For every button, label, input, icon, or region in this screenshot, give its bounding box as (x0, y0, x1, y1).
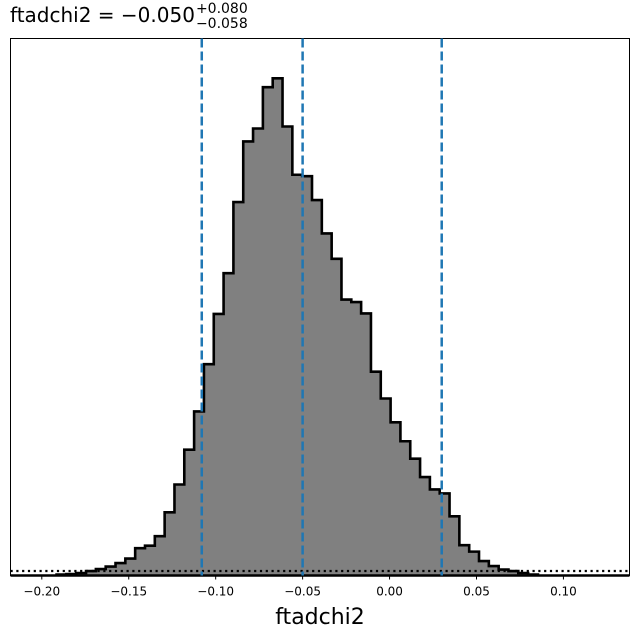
x-tick-label: −0.15 (110, 585, 147, 599)
x-tick-label: −0.20 (23, 585, 60, 599)
histogram-bar (508, 571, 519, 576)
histogram-outline (55, 76, 540, 576)
histogram-bar (115, 563, 126, 576)
histogram-bar (341, 299, 352, 576)
histogram-bar (272, 78, 283, 576)
histogram-bar (282, 126, 293, 576)
title-upper-error: +0.080 (196, 1, 248, 17)
histogram-bar (479, 561, 490, 576)
histogram-bar (370, 371, 382, 576)
x-tick-label: −0.10 (197, 585, 234, 599)
histogram-bar (469, 551, 480, 576)
x-tick-label: 0.10 (550, 585, 577, 599)
histogram-bar (233, 202, 244, 576)
histogram-bar (223, 273, 234, 576)
histogram-bar (262, 87, 274, 576)
histogram-bar (253, 128, 264, 576)
x-axis-label: ftadchi2 (275, 605, 365, 630)
histogram-bar (174, 484, 185, 576)
histogram-bar (420, 477, 431, 576)
histogram-bar (312, 200, 323, 576)
histogram-bar (292, 174, 303, 576)
histogram-bar (390, 422, 401, 576)
histogram-bar (321, 233, 333, 576)
histogram-bar (164, 512, 175, 576)
histogram-bar (429, 489, 441, 576)
histogram (10, 76, 630, 577)
histogram-bar (184, 449, 195, 576)
title-lower-error: −0.058 (196, 16, 248, 32)
histogram-bar (302, 176, 313, 576)
histogram-bar (154, 536, 166, 576)
histogram-bar (135, 548, 146, 576)
histogram-bar (95, 569, 107, 576)
histogram-bar (243, 141, 254, 576)
histogram-bar (498, 569, 509, 576)
histogram-bar (410, 458, 421, 576)
histogram-bar (213, 313, 224, 576)
histogram-bar (380, 398, 391, 576)
chart-title: ftadchi2 = −0.050 (10, 3, 195, 27)
x-axis: −0.20 −0.15 −0.10 −0.05 0.00 0.05 0.10 (23, 575, 577, 599)
reference-lines (10, 38, 630, 576)
histogram-bar (459, 545, 470, 576)
title-median: −0.050 (121, 3, 195, 27)
x-tick-label: −0.05 (284, 585, 321, 599)
x-tick-label: 0.05 (463, 585, 490, 599)
title-equals: = (91, 3, 120, 27)
histogram-bar (351, 302, 362, 576)
histogram-bar (439, 493, 450, 576)
histogram-bar (400, 441, 411, 576)
histogram-bar (144, 545, 156, 576)
histogram-bar (194, 411, 205, 576)
histogram-bar (203, 364, 215, 576)
histogram-bar (361, 313, 372, 576)
x-tick-label: 0.00 (376, 585, 403, 599)
histogram-bar (125, 558, 136, 576)
histogram-bar (86, 571, 97, 576)
title-param: ftadchi2 (10, 3, 91, 27)
histogram-bar (449, 516, 460, 576)
histogram-bar (331, 258, 342, 576)
